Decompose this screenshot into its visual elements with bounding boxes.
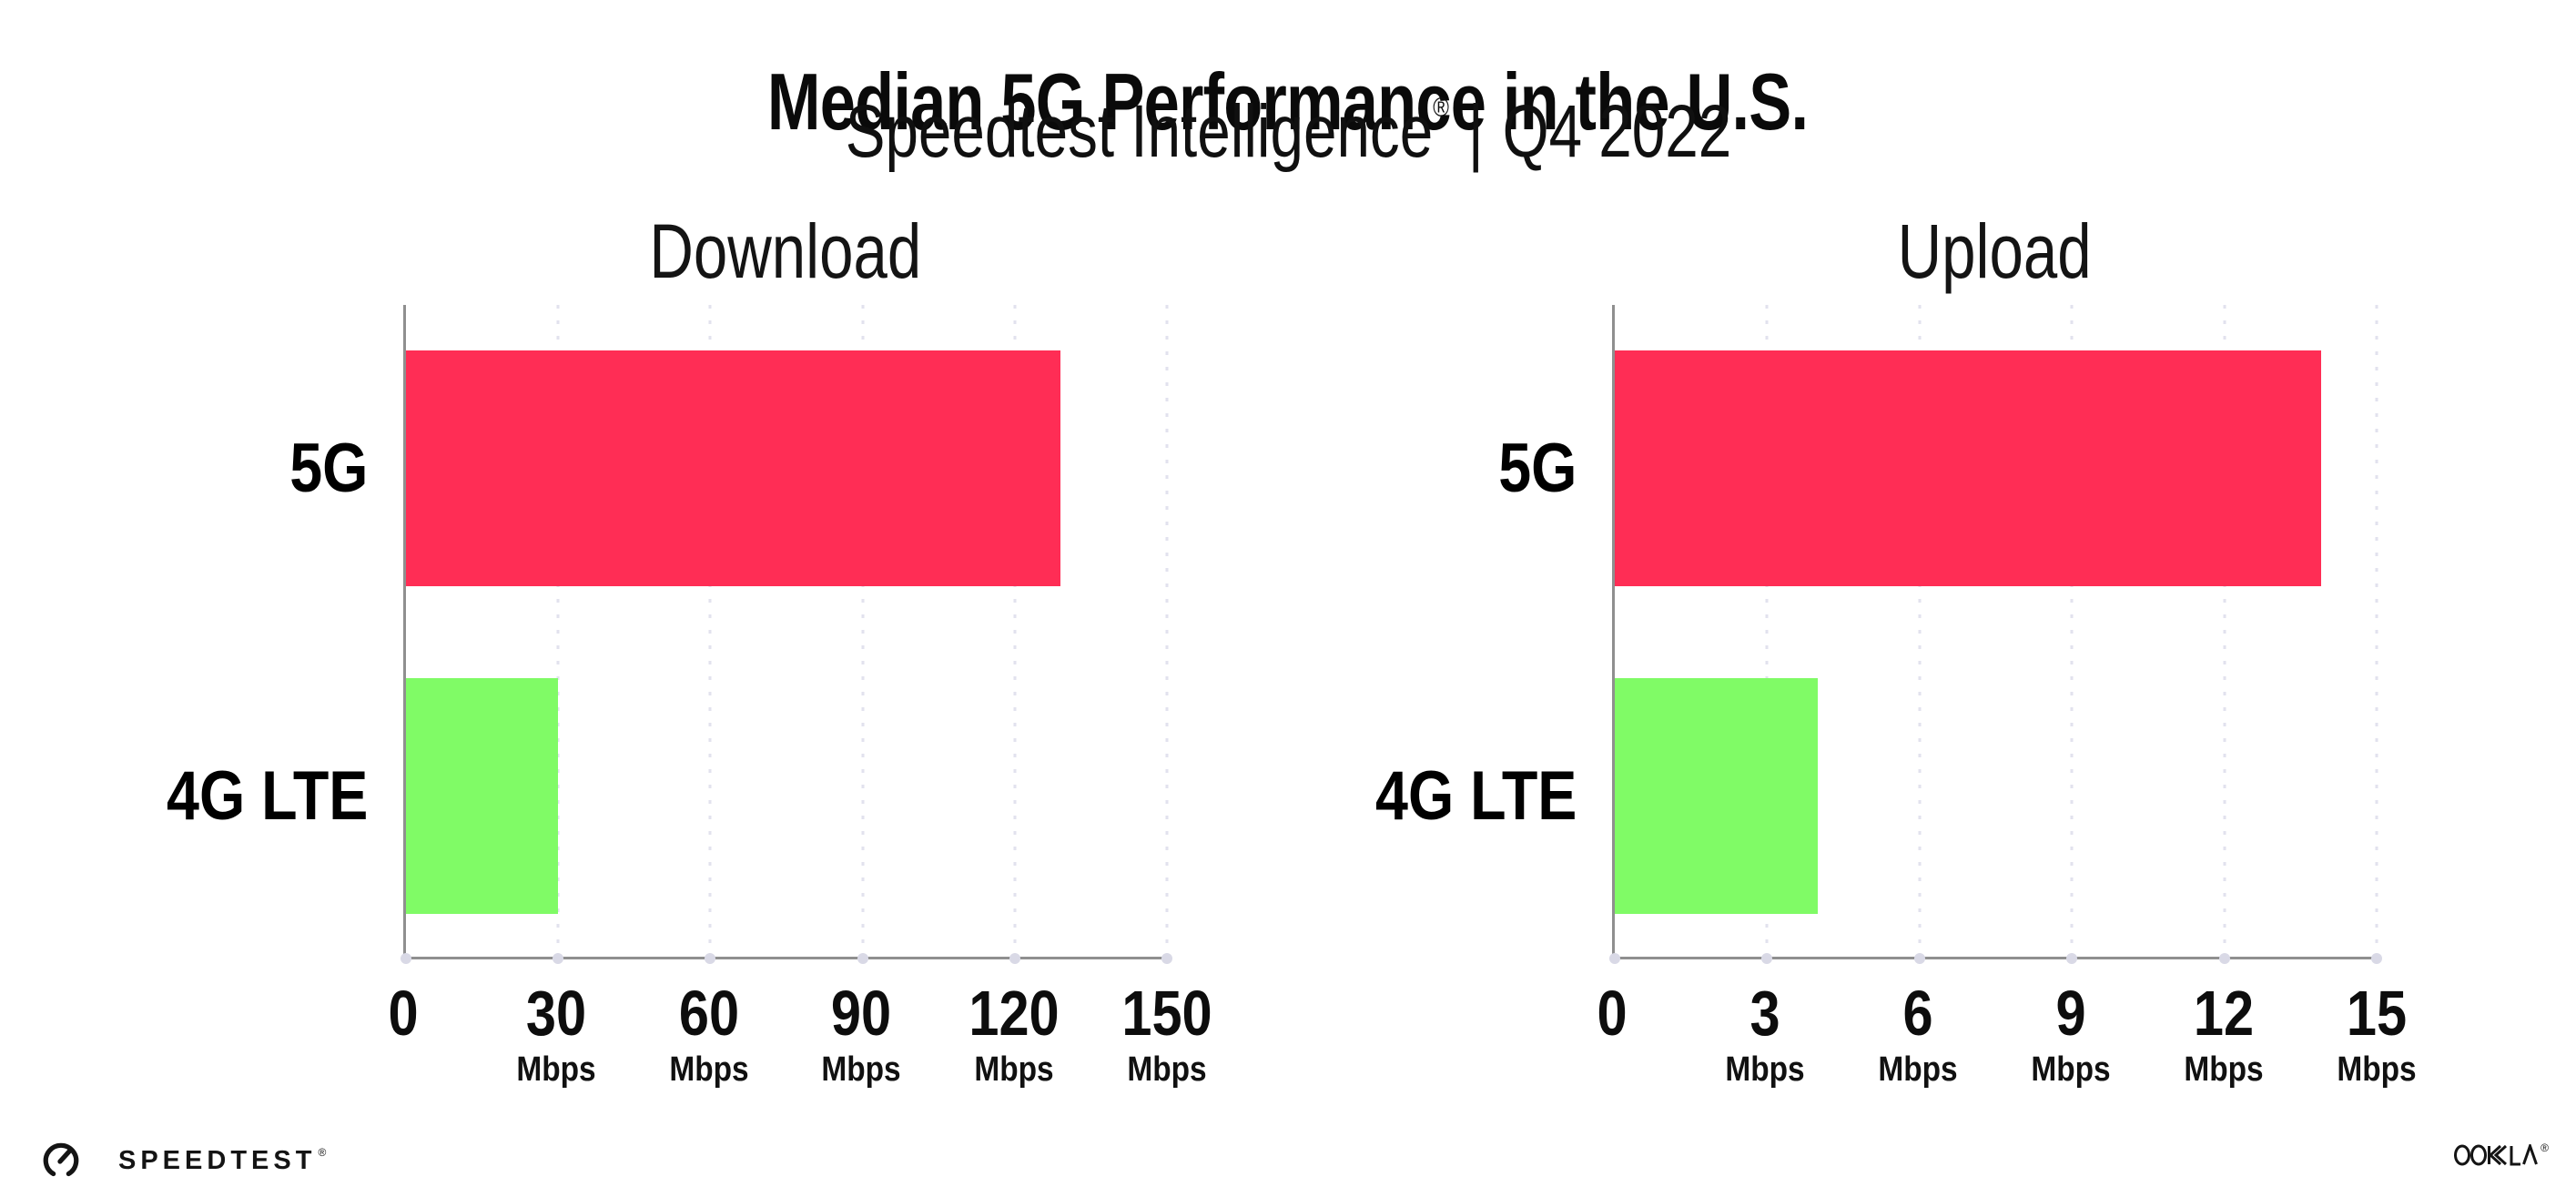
ookla-wordmark: [2454, 1144, 2539, 1166]
x-tick-unit: Mbps: [668, 1050, 749, 1089]
x-tick-unit: Mbps: [974, 1050, 1054, 1089]
x-tick: 9 Mbps: [2025, 981, 2115, 1090]
subtitle-brand: Speedtest Intelligence: [845, 90, 1433, 173]
category-label: 4G LTE: [131, 633, 368, 960]
axis-tick-dot: [1009, 953, 1020, 964]
category-label-text: 4G LTE: [1374, 756, 1577, 835]
chart-title-text: Download: [649, 208, 921, 294]
x-tick-unit: Mbps: [1878, 1050, 1958, 1089]
bar-4g-lte: [1615, 677, 1819, 914]
x-tick: 60 Mbps: [664, 981, 754, 1090]
registered-mark: ®: [1432, 93, 1449, 123]
page-title-text: Median 5G Performance in the U.S.: [767, 56, 1809, 147]
axis-tick-dot: [401, 953, 411, 964]
x-tick: 6 Mbps: [1872, 981, 1962, 1090]
x-tick: 0: [386, 981, 421, 1045]
bar-5g: [1615, 350, 2321, 587]
x-tick-unit: Mbps: [2031, 1050, 2111, 1089]
chart-title: Download: [403, 208, 1167, 294]
axis-tick-dot: [2066, 953, 2078, 964]
x-tick-unit: Mbps: [1127, 1050, 1207, 1089]
ookla-logo: ®: [2454, 1141, 2549, 1166]
x-tick-value: 3: [1749, 978, 1780, 1049]
bar-row: 5G: [1498, 305, 2377, 633]
x-tick-value: 15: [2346, 978, 2408, 1049]
x-tick-value: 60: [678, 978, 739, 1049]
x-tick-unit: Mbps: [821, 1050, 902, 1089]
bar-4g-lte: [406, 677, 559, 914]
gridline: [556, 305, 560, 957]
x-tick-value: 150: [1121, 978, 1212, 1049]
x-tick-unit: Mbps: [516, 1050, 596, 1089]
axis-tick-dot: [857, 953, 868, 964]
gridline: [1765, 305, 1769, 957]
gridline: [1013, 305, 1017, 957]
axis-tick-dot: [1761, 953, 1773, 964]
x-tick: 15 Mbps: [2331, 981, 2421, 1090]
x-tick: 120 Mbps: [961, 981, 1068, 1090]
axis-tick-dot: [1161, 953, 1172, 964]
axis-tick-dot: [705, 953, 716, 964]
axis-tick-dot: [1609, 953, 1620, 964]
plot-area: 5G 4G LTE: [1375, 305, 2382, 964]
axis-tick-dot: [553, 953, 564, 964]
bar-row: 4G LTE: [1375, 633, 2377, 960]
x-tick-value: 6: [1902, 978, 1933, 1049]
gridline: [2375, 305, 2378, 957]
x-tick-value: 90: [831, 978, 892, 1049]
x-tick-value: 0: [1597, 978, 1628, 1049]
x-tick-value: 9: [2055, 978, 2086, 1049]
speedtest-wordmark: SPEEDTEST: [118, 1145, 317, 1175]
category-label-text: 5G: [1497, 430, 1577, 508]
x-tick-value: 0: [388, 978, 419, 1049]
page-title: Median 5G Performance in the U.S.: [0, 56, 2576, 147]
subtitle-divider: |: [1467, 90, 1484, 173]
x-tick: 30 Mbps: [511, 981, 601, 1090]
category-label: 4G LTE: [1340, 633, 1577, 960]
chart-title-text: Upload: [1897, 208, 2092, 294]
gridline: [1165, 305, 1169, 957]
bar-5g: [406, 350, 1060, 587]
gridline: [861, 305, 865, 957]
speedtest-registered-mark: ®: [318, 1146, 327, 1159]
category-label-text: 4G LTE: [166, 756, 368, 835]
x-tick-unit: Mbps: [2337, 1050, 2417, 1089]
x-tick: 150 Mbps: [1114, 981, 1221, 1090]
gridline: [2070, 305, 2074, 957]
x-axis-ticks: 0 3 Mbps 6 Mbps 9 Mbps 12 Mbps 15 Mbps: [1597, 981, 2416, 1145]
axis-tick-dot: [2371, 953, 2382, 964]
gridline: [2223, 305, 2226, 957]
category-label-text: 5G: [289, 430, 368, 508]
x-tick: 90 Mbps: [816, 981, 907, 1090]
axis-tick-dot: [2218, 953, 2230, 964]
axis-tick-dot: [1913, 953, 1925, 964]
page-subtitle-text: Speedtest Intelligence® | Q4 2022: [845, 89, 1731, 175]
plot-area: 5G 4G LTE: [167, 305, 1172, 964]
subtitle-period: Q4 2022: [1502, 90, 1731, 173]
x-tick-value: 12: [2193, 978, 2255, 1049]
bar-row: 5G: [289, 305, 1167, 633]
x-tick-unit: Mbps: [2184, 1050, 2264, 1089]
x-tick-unit: Mbps: [1725, 1050, 1805, 1089]
ookla-registered-mark: ®: [2541, 1141, 2549, 1154]
bar-row: 4G LTE: [167, 633, 1167, 960]
x-tick: 0: [1595, 981, 1630, 1045]
speedtest-gauge-icon: [43, 1142, 79, 1177]
x-tick: 12 Mbps: [2178, 981, 2268, 1090]
chart-title: Upload: [1612, 208, 2377, 294]
page-subtitle: Speedtest Intelligence® | Q4 2022: [0, 89, 2576, 175]
gridline: [1918, 305, 1922, 957]
gridline: [708, 305, 712, 957]
x-axis-ticks: 0 30 Mbps 60 Mbps 90 Mbps 120 Mbps 150 Mbps: [388, 981, 1212, 1145]
x-tick-value: 30: [525, 978, 586, 1049]
category-label: 5G: [276, 305, 368, 633]
speedtest-logo: SPEEDTEST ®: [40, 1140, 326, 1182]
category-label: 5G: [1485, 305, 1577, 633]
x-tick-value: 120: [969, 978, 1060, 1049]
x-tick: 3 Mbps: [1719, 981, 1810, 1090]
